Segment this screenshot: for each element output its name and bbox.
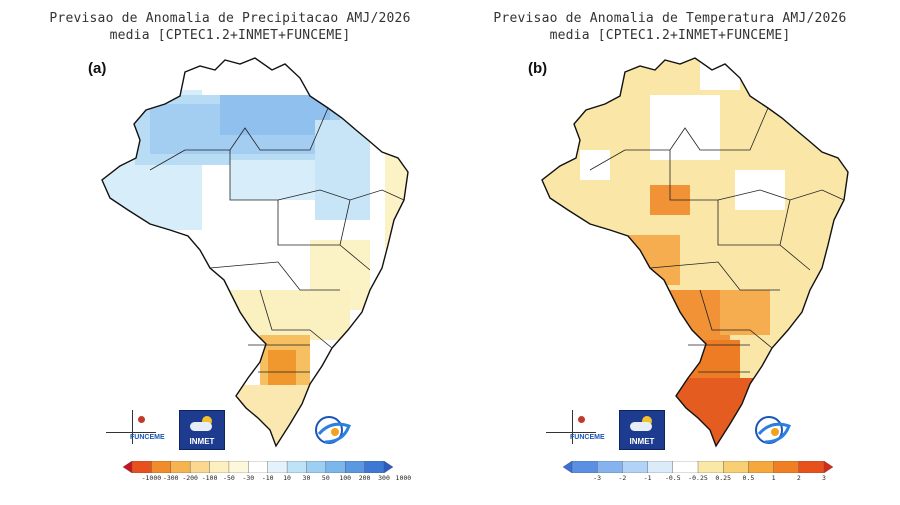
colorbar-swatch [647,461,674,473]
colorbar-swatch [151,461,172,473]
colorbar-tick-label: -1000 [141,474,162,482]
cloud-icon [630,422,652,431]
colorbar-swatch [571,461,598,473]
cptec-logo-icon [755,416,791,444]
colorbar-tick-label: 10 [283,474,291,482]
colorbar-tick-label: 30 [302,474,311,482]
colorbar-swatch [823,461,833,473]
precipitation-colorbar [123,461,393,473]
precipitation-title-line2: media [CPTEC1.2+INMET+FUNCEME] [109,28,351,43]
temperature-panel: Previsao de Anomalia de Temperatura AMJ/… [450,0,890,505]
colorbar-swatch [383,461,393,473]
temperature-colorbar-labels: -3 -2 -1 -0.5 -0.25 0.25 0.5 1 2 3 [563,474,833,486]
sun-icon [642,416,652,426]
colorbar-tick-label: -200 [182,474,198,482]
colorbar-tick-label: -100 [201,474,218,482]
colorbar-swatch [286,461,307,473]
colorbar-tick-label: 3 [822,474,826,482]
precipitation-panel: Previsao de Anomalia de Precipitacao AMJ… [10,0,450,505]
colorbar-swatch [248,461,269,473]
temperature-title-line2: media [CPTEC1.2+INMET+FUNCEME] [549,28,791,43]
colorbar-swatch [209,461,230,473]
colorbar-swatch [267,461,288,473]
state-borders-a [149,107,405,373]
sun-icon [202,416,212,426]
colorbar-swatch [170,461,191,473]
colorbar-tick-label: 2 [796,474,801,482]
precipitation-title: Previsao de Anomalia de Precipitacao AMJ… [10,10,450,44]
inmet-logo-text: INMET [629,437,655,446]
colorbar-swatch [131,461,152,473]
colorbar-swatch [345,461,366,473]
cloud-icon [190,422,212,431]
colorbar-tick-label: 1000 [395,474,412,482]
temperature-map [541,57,849,447]
funceme-logo: FUNCEME [546,410,605,450]
colorbar-tick-label: 1 [771,474,776,482]
colorbar-tick-label: -3 [593,474,602,482]
cptec-logo-icon [315,416,351,444]
colorbar-swatch [773,461,800,473]
colorbar-tick-label: -0.5 [664,474,681,482]
colorbar-tick-label: 50 [321,474,330,482]
colorbar-tick-label: -1 [643,474,652,482]
temperature-title: Previsao de Anomalia de Temperatura AMJ/… [450,10,890,44]
inmet-logo: INMET [179,410,225,450]
colorbar-tick-label: -0.25 [688,474,708,482]
funceme-logo-text: FUNCEME [130,434,165,441]
colorbar-tick-label: 100 [339,474,352,482]
colorbar-tick-label: -300 [162,474,179,482]
temperature-title-line1: Previsao de Anomalia de Temperatura AMJ/… [493,11,847,26]
precipitation-colorbar-labels: -1000 -300 -200 -100 -50 -30 -10 10 30 50 100 200 30… [123,474,412,486]
colorbar-tick-label: 0.25 [715,474,732,482]
colorbar-tick-label: 200 [358,474,371,482]
colorbar-swatch [306,461,327,473]
colorbar-swatch [748,461,775,473]
colorbar-tick-label: 300 [378,474,390,482]
colorbar-tick-label: -30 [242,474,255,482]
precipitation-title-line1: Previsao de Anomalia de Precipitacao AMJ… [49,11,411,26]
colorbar-swatch [228,461,249,473]
inmet-logo: INMET [619,410,665,450]
funceme-dot-icon [138,416,145,423]
colorbar-tick-label: -50 [223,474,235,482]
colorbar-swatch [597,461,623,473]
colorbar-swatch [123,461,133,473]
precipitation-map [101,57,409,447]
panel-letter-b: (b) [528,60,548,77]
funceme-logo: FUNCEME [106,410,165,450]
colorbar-tick-label: -10 [261,474,274,482]
colorbar-swatch [798,461,825,473]
colorbar-swatch [189,461,211,473]
colorbar-tick-label: 0.5 [742,474,755,482]
colorbar-swatch [622,461,649,473]
colorbar-swatch [672,461,699,473]
funceme-dot-icon [578,416,585,423]
inmet-logo-text: INMET [189,437,215,446]
colorbar-swatch [325,461,346,473]
funceme-logo-text: FUNCEME [570,434,605,441]
colorbar-swatch [563,461,573,473]
colorbar-swatch [364,461,385,473]
temperature-colorbar [563,461,833,473]
state-borders-b [589,107,845,373]
panel-letter-a: (a) [88,60,107,77]
colorbar-tick-label: -2 [618,474,627,482]
colorbar-swatch [697,461,724,473]
colorbar-swatch [722,461,749,473]
